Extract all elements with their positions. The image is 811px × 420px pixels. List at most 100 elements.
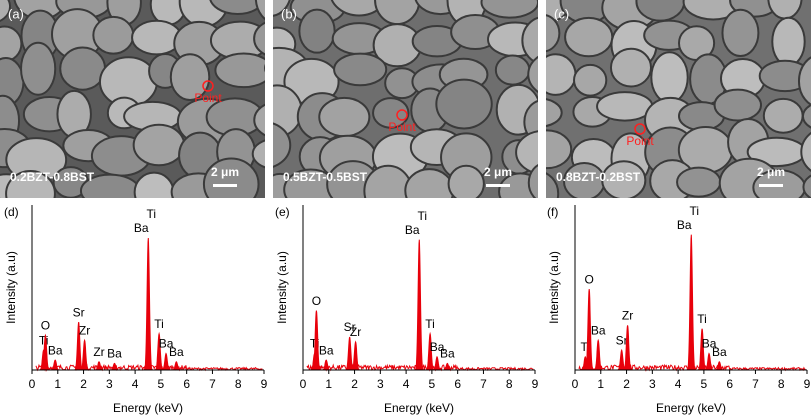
grain bbox=[713, 88, 763, 122]
peak-label: Ba bbox=[712, 345, 727, 359]
grain bbox=[217, 205, 269, 254]
peak-label: Sr bbox=[344, 320, 356, 334]
sem-image bbox=[273, 0, 538, 251]
peak-label: Sr bbox=[616, 333, 628, 347]
grain bbox=[601, 160, 647, 198]
peak bbox=[154, 331, 164, 371]
x-tick-label: 5 bbox=[429, 377, 436, 391]
panel-label: (e) bbox=[275, 205, 290, 219]
x-tick-label: 5 bbox=[158, 377, 165, 391]
peak-label: Zr bbox=[622, 309, 633, 323]
peak-label: Ba bbox=[134, 221, 149, 235]
grain bbox=[253, 21, 265, 56]
peak-label: Ti bbox=[697, 312, 707, 326]
peak bbox=[40, 333, 50, 371]
scale-bar-label: 2 μm bbox=[211, 165, 239, 179]
x-tick-label: 7 bbox=[480, 377, 487, 391]
panel-label: (f) bbox=[547, 205, 558, 219]
x-tick-label: 7 bbox=[209, 377, 216, 391]
point-marker bbox=[396, 109, 408, 121]
x-tick-label: 8 bbox=[506, 377, 513, 391]
peak bbox=[686, 234, 697, 371]
grain bbox=[333, 52, 388, 87]
grain bbox=[521, 16, 538, 65]
point-marker bbox=[202, 80, 214, 92]
grain bbox=[298, 8, 336, 54]
scale-bar bbox=[213, 184, 237, 187]
grain bbox=[20, 41, 57, 96]
peak-label: Ba bbox=[405, 223, 420, 237]
peak-label: Ba bbox=[591, 323, 606, 337]
peak bbox=[593, 338, 603, 371]
y-axis-label: Intensity (a.u) bbox=[275, 251, 289, 324]
grain bbox=[480, 0, 538, 19]
x-tick-label: 2 bbox=[351, 377, 358, 391]
grain bbox=[169, 53, 211, 101]
grain bbox=[202, 157, 260, 198]
x-tick-label: 6 bbox=[726, 377, 733, 391]
x-tick-label: 4 bbox=[675, 377, 682, 391]
x-tick-label: 4 bbox=[132, 377, 139, 391]
grain bbox=[799, 210, 811, 254]
peak-label: Zr bbox=[93, 345, 104, 359]
x-tick-label: 3 bbox=[377, 377, 384, 391]
peak-label: Ti bbox=[425, 317, 435, 331]
grain bbox=[132, 123, 186, 167]
grain bbox=[0, 197, 1, 198]
grain bbox=[494, 54, 531, 86]
x-tick-label: 0 bbox=[29, 377, 36, 391]
x-axis-label: Energy (keV) bbox=[113, 401, 183, 415]
peak-label: Ti bbox=[154, 317, 164, 331]
peak-label: Ba bbox=[702, 337, 717, 351]
grain bbox=[802, 174, 811, 198]
grain bbox=[527, 55, 538, 94]
peak-label: Ba bbox=[107, 347, 122, 361]
x-tick-label: 1 bbox=[325, 377, 332, 391]
peak-label: Ba bbox=[319, 343, 334, 357]
x-tick-label: 1 bbox=[54, 377, 61, 391]
peak-label: Ba bbox=[169, 345, 184, 359]
point-label: Point bbox=[626, 134, 654, 148]
grain bbox=[546, 172, 560, 198]
grain bbox=[273, 122, 292, 168]
peak bbox=[425, 331, 435, 371]
scale-bar-label: 2 μm bbox=[757, 165, 785, 179]
peak bbox=[79, 338, 90, 371]
peak bbox=[143, 237, 154, 371]
grain bbox=[553, 209, 604, 253]
x-tick-label: 4 bbox=[403, 377, 410, 391]
grain bbox=[546, 129, 573, 170]
x-tick-label: 8 bbox=[235, 377, 242, 391]
panel-label: (a) bbox=[8, 6, 24, 21]
peak bbox=[414, 239, 425, 371]
grain bbox=[23, 217, 57, 255]
grain bbox=[564, 16, 614, 58]
grain bbox=[447, 164, 485, 198]
grain bbox=[131, 19, 183, 56]
x-tick-label: 2 bbox=[623, 377, 630, 391]
peak-label: O bbox=[585, 272, 594, 286]
grain bbox=[251, 139, 265, 169]
peak-label: Zr bbox=[79, 323, 90, 337]
grain bbox=[646, 206, 679, 238]
x-tick-label: 3 bbox=[106, 377, 113, 391]
sem-image bbox=[546, 0, 811, 254]
grain bbox=[452, 221, 485, 251]
scale-bar-label: 2 μm bbox=[484, 165, 512, 179]
grain bbox=[404, 168, 455, 198]
scale-bar bbox=[759, 184, 783, 187]
grain bbox=[92, 15, 135, 55]
x-tick-label: 1 bbox=[597, 377, 604, 391]
grain bbox=[609, 47, 653, 88]
grain bbox=[721, 8, 760, 58]
x-tick-label: 3 bbox=[649, 377, 656, 391]
grain bbox=[267, 200, 313, 251]
peak bbox=[714, 361, 724, 371]
grain bbox=[615, 203, 654, 235]
peak bbox=[697, 328, 707, 371]
grain bbox=[797, 56, 811, 106]
grain bbox=[801, 103, 811, 129]
x-tick-label: 2 bbox=[80, 377, 87, 391]
peak bbox=[350, 340, 361, 371]
grain bbox=[546, 14, 561, 53]
